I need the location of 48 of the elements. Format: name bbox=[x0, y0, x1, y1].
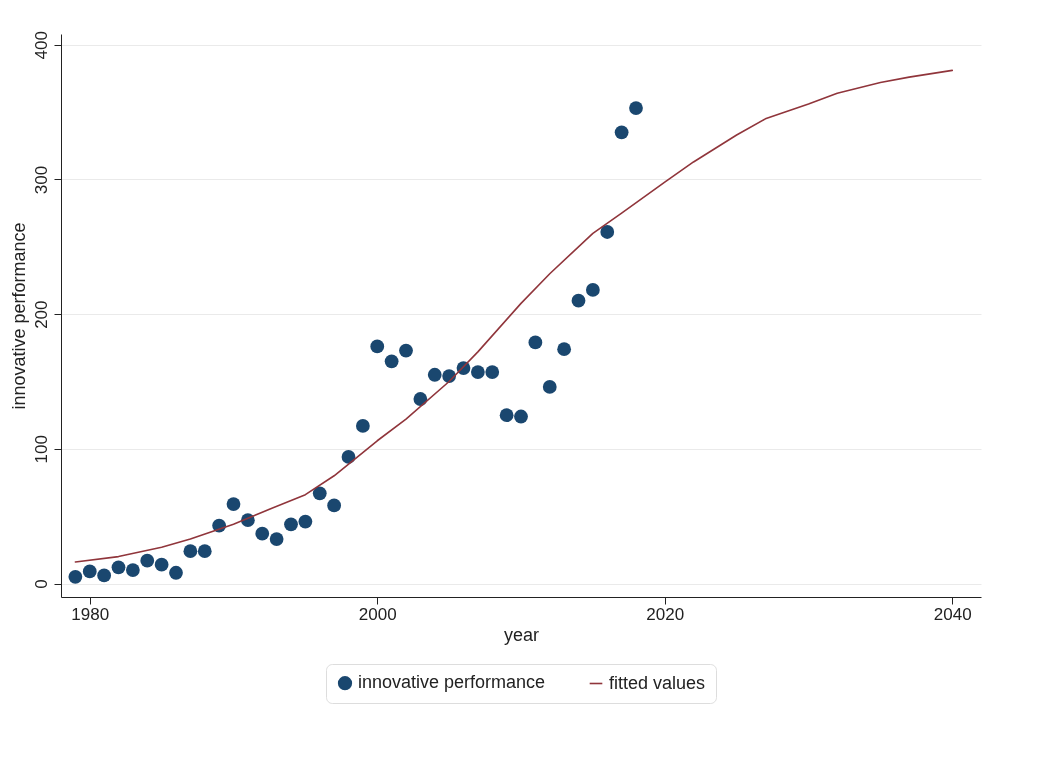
y-tick-label: 100 bbox=[31, 435, 51, 464]
point bbox=[614, 125, 629, 140]
y-axis-title: innovative performance bbox=[8, 222, 29, 410]
legend-label: innovative performance bbox=[358, 672, 546, 693]
point bbox=[571, 293, 586, 308]
point bbox=[427, 367, 442, 382]
point bbox=[528, 335, 543, 350]
y-tick-label: 300 bbox=[31, 165, 51, 195]
point bbox=[312, 486, 327, 501]
point bbox=[499, 408, 514, 423]
y-tick-label: 0 bbox=[31, 579, 51, 589]
point bbox=[154, 557, 169, 572]
point bbox=[226, 497, 241, 511]
point bbox=[600, 225, 615, 239]
x-tick-label: 2040 bbox=[933, 604, 972, 624]
x-tick-label: 2000 bbox=[358, 604, 397, 624]
point bbox=[197, 544, 212, 559]
point bbox=[485, 365, 500, 379]
point bbox=[298, 514, 313, 529]
point bbox=[269, 532, 284, 546]
point bbox=[255, 526, 270, 541]
point bbox=[82, 564, 97, 579]
point bbox=[327, 498, 342, 513]
point bbox=[183, 544, 198, 559]
point bbox=[97, 568, 112, 583]
point bbox=[470, 365, 485, 379]
x-tick-label: 1980 bbox=[71, 604, 110, 624]
point bbox=[585, 283, 600, 297]
x-axis-title: year bbox=[503, 624, 540, 645]
point bbox=[514, 409, 528, 424]
line-series bbox=[74, 69, 954, 563]
point bbox=[370, 339, 385, 354]
point bbox=[355, 419, 370, 433]
point bbox=[169, 565, 183, 580]
point bbox=[111, 560, 126, 575]
point bbox=[384, 354, 399, 369]
point bbox=[125, 563, 140, 577]
point bbox=[399, 343, 413, 358]
point bbox=[542, 380, 557, 394]
point bbox=[68, 569, 83, 584]
point bbox=[284, 517, 298, 532]
point bbox=[140, 553, 155, 568]
point bbox=[629, 101, 643, 115]
y-tick-label: 400 bbox=[31, 31, 51, 60]
legend-label: fitted values bbox=[609, 672, 706, 693]
point bbox=[557, 342, 572, 357]
x-tick-label: 2020 bbox=[646, 604, 685, 624]
y-tick-label: 200 bbox=[31, 300, 51, 329]
